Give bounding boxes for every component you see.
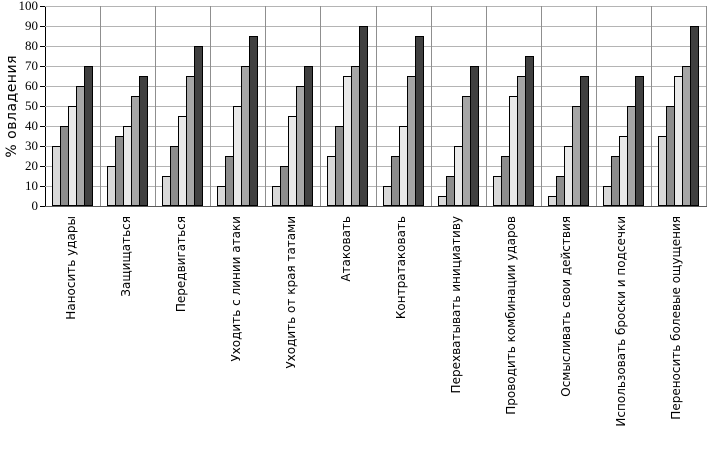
category-label-cell: Атаковать: [320, 212, 375, 467]
category-label: Использовать броски и подсечки: [614, 216, 629, 427]
bar-group: [651, 6, 706, 206]
y-tick-label: 40: [25, 118, 38, 133]
bar-group: [486, 6, 541, 206]
category-label-cell: Контратаковать: [376, 212, 431, 467]
category-label: Атаковать: [338, 216, 353, 282]
category-label-cell: Переносить болевые ощущения: [651, 212, 706, 467]
category-label-cell: Уходить от края татами: [265, 212, 320, 467]
bar: [304, 66, 314, 206]
bar-group: [320, 6, 375, 206]
v-gridline: [210, 6, 212, 206]
bar: [579, 76, 589, 206]
y-tick-mark: [40, 86, 45, 87]
bar-group: [45, 6, 100, 206]
x-axis-line: [45, 206, 707, 207]
y-tick-mark: [40, 126, 45, 127]
bar: [414, 36, 424, 206]
category-label: Контратаковать: [394, 216, 409, 320]
category-label: Переносить болевые ощущения: [669, 216, 684, 420]
bar: [689, 26, 699, 206]
category-label-cell: Наносить удары: [45, 212, 100, 467]
v-gridline: [650, 6, 652, 206]
y-tick-mark: [40, 166, 45, 167]
y-tick-label: 0: [31, 198, 39, 213]
v-gridline: [320, 6, 322, 206]
category-label: Перехватывать инициативу: [449, 216, 464, 394]
v-gridline: [430, 6, 432, 206]
y-tick-mark: [40, 66, 45, 67]
bar: [634, 76, 644, 206]
y-tick-label: 70: [25, 58, 38, 73]
bar: [249, 36, 259, 206]
bar: [359, 26, 369, 206]
y-tick-mark: [40, 46, 45, 47]
category-label: Проводить комбинации ударов: [504, 216, 519, 415]
category-label-cell: Перехватывать инициативу: [431, 212, 486, 467]
v-gridline: [265, 6, 267, 206]
v-gridline: [375, 6, 377, 206]
y-tick-mark: [40, 146, 45, 147]
category-label-cell: Использовать броски и подсечки: [596, 212, 651, 467]
category-label-cell: Защищаться: [100, 212, 155, 467]
v-gridline: [155, 6, 157, 206]
bar-group: [265, 6, 320, 206]
bar: [469, 66, 479, 206]
bar-group: [210, 6, 265, 206]
bar-group: [596, 6, 651, 206]
category-label: Наносить удары: [63, 216, 78, 320]
y-tick-mark: [40, 206, 45, 207]
category-label-cell: Осмысливать свои действия: [541, 212, 596, 467]
y-tick-mark: [40, 186, 45, 187]
category-label-cell: Уходить с линии атаки: [210, 212, 265, 467]
y-tick-label: 30: [25, 138, 38, 153]
y-tick-label: 50: [25, 98, 38, 113]
category-label: Передвигаться: [173, 216, 188, 313]
bar: [194, 46, 204, 206]
category-label: Уходить с линии атаки: [228, 216, 243, 362]
bar-group: [100, 6, 155, 206]
v-gridline: [100, 6, 102, 206]
category-label-cell: Проводить комбинации ударов: [486, 212, 541, 467]
v-gridline: [706, 6, 707, 206]
bar-group: [376, 6, 431, 206]
v-gridline: [540, 6, 542, 206]
bar-group: [155, 6, 210, 206]
y-tick-mark: [40, 106, 45, 107]
bar-group: [431, 6, 486, 206]
y-tick-label: 20: [25, 158, 38, 173]
category-label: Уходить от края татами: [283, 216, 298, 369]
bar: [524, 56, 534, 206]
y-tick-label: 80: [25, 38, 38, 53]
bar: [84, 66, 94, 206]
bar: [139, 76, 149, 206]
v-gridline: [595, 6, 597, 206]
y-tick-label: 90: [25, 18, 38, 33]
y-tick-mark: [40, 6, 45, 7]
v-gridline: [485, 6, 487, 206]
y-tick-label: 10: [25, 178, 38, 193]
bar-group: [541, 6, 596, 206]
y-tick-label: 100: [18, 0, 39, 13]
category-label: Осмысливать свои действия: [559, 216, 574, 397]
category-label-cell: Передвигаться: [155, 212, 210, 467]
y-tick-label: 60: [25, 78, 38, 93]
y-tick-mark: [40, 26, 45, 27]
category-label: Защищаться: [118, 216, 133, 297]
